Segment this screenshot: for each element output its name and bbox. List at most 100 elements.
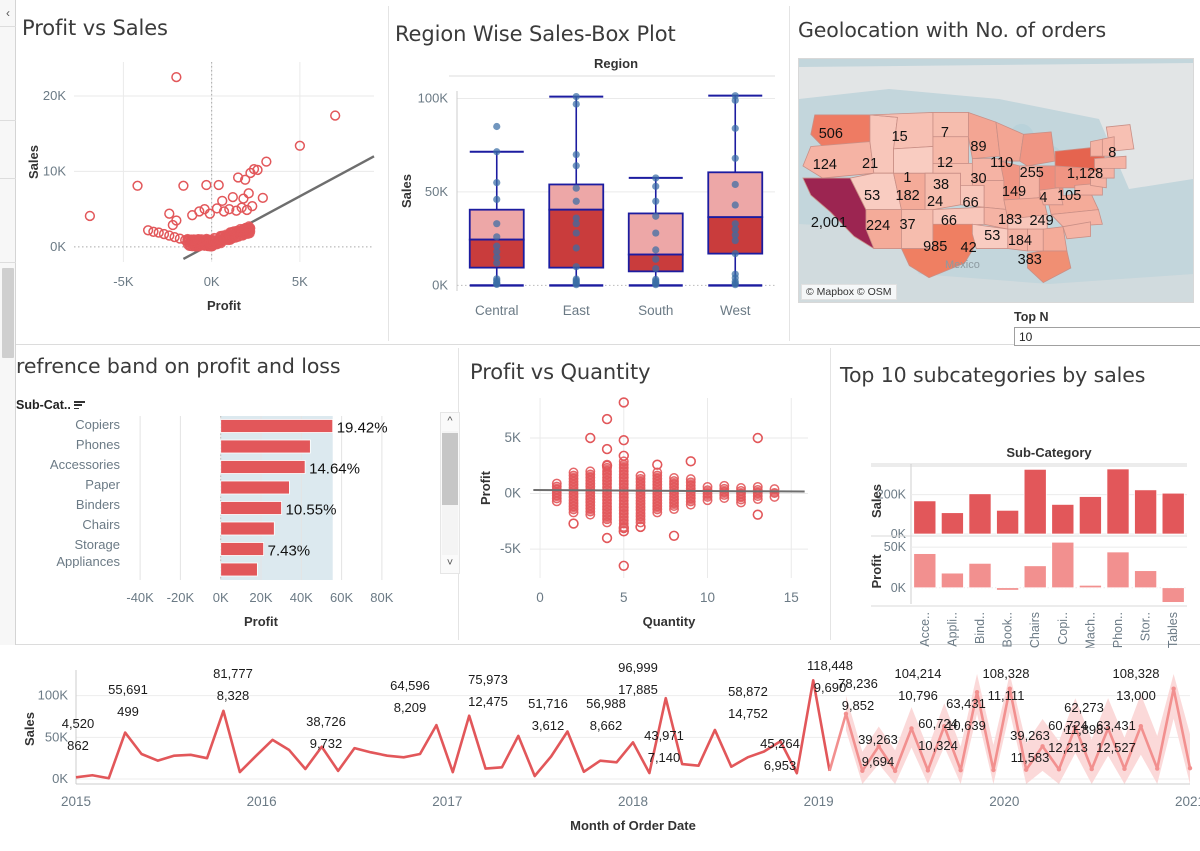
svg-text:0K: 0K [891, 527, 907, 541]
svg-text:104,214: 104,214 [895, 666, 942, 681]
bar [1024, 469, 1046, 534]
profit-vs-sales-plot[interactable]: -5K 0K 5K 0K 10K 20K Profit Sales [22, 40, 382, 320]
svg-text:45,264: 45,264 [760, 736, 800, 751]
svg-text:-40K: -40K [126, 590, 154, 605]
svg-text:West: West [720, 303, 751, 318]
svg-text:10K: 10K [43, 163, 66, 178]
svg-text:2018: 2018 [618, 794, 648, 809]
bar [997, 588, 1019, 590]
map-country-label: Mexico [945, 259, 980, 271]
map-shapes [799, 59, 1193, 302]
bar [914, 501, 936, 534]
worksheet-top10-subcategories: Top 10 subcategories by sales Sub-Catego… [840, 362, 1198, 642]
svg-text:100K: 100K [38, 688, 69, 703]
filter-top-n[interactable]: Top N [1014, 310, 1200, 346]
rail-divider-1 [0, 26, 16, 27]
svg-text:Book..: Book.. [1001, 612, 1015, 647]
svg-text:12,475: 12,475 [468, 694, 508, 709]
map-state-value: 183 [998, 212, 1022, 228]
map-state-value: 149 [1002, 184, 1026, 200]
svg-text:63,431: 63,431 [1096, 718, 1136, 733]
svg-text:Central: Central [475, 303, 519, 318]
sort-descending-icon[interactable] [74, 400, 85, 410]
svg-text:81,777: 81,777 [213, 666, 253, 681]
map-state-value: 53 [864, 188, 880, 204]
bar [1135, 571, 1157, 588]
svg-text:64,596: 64,596 [390, 678, 430, 693]
svg-text:0K: 0K [213, 590, 229, 605]
top10-plot[interactable]: Sub-Category0K200KSales0K50KProfitAcce..… [835, 444, 1197, 640]
svg-text:7,140: 7,140 [648, 750, 681, 765]
svg-text:58,872: 58,872 [728, 684, 768, 699]
reference-band-plot[interactable]: 19.42% 14.64% 10.55% 7.43% -40K -20K 0K 20K 40K 6… [116, 414, 434, 634]
svg-text:100K: 100K [418, 90, 449, 105]
svg-text:50K: 50K [45, 729, 68, 744]
svg-text:0K: 0K [891, 581, 907, 595]
svg-text:Stor..: Stor.. [1139, 612, 1153, 641]
svg-text:5K: 5K [504, 430, 521, 445]
sub-category-label[interactable]: Appliances [16, 555, 124, 568]
bar [1052, 504, 1074, 534]
bar [1162, 588, 1184, 603]
map-state-value: 4 [1039, 190, 1047, 206]
bar [1162, 493, 1184, 534]
bar [221, 420, 333, 433]
svg-text:60K: 60K [330, 590, 353, 605]
chevron-left-icon[interactable]: ‹ [2, 6, 14, 20]
sub-category-label[interactable]: Phones [16, 435, 124, 455]
svg-text:2017: 2017 [432, 794, 462, 809]
svg-text:62,273: 62,273 [1064, 700, 1104, 715]
map-state-value: 66 [941, 213, 957, 229]
worksheet-profit-vs-quantity: Profit vs Quantity 0 5 10 15 -5K 0K 5K Quantity… [470, 360, 820, 640]
svg-text:108,328: 108,328 [1113, 666, 1160, 681]
map-state-value: 1 [903, 170, 911, 186]
svg-text:51,716: 51,716 [528, 696, 568, 711]
svg-text:12,527: 12,527 [1096, 740, 1136, 755]
sales-timeline-plot[interactable]: 0K 50K 100K 2015 2016 2017 2018 2019 2020 2021 Mon… [18, 648, 1198, 846]
svg-text:40K: 40K [290, 590, 313, 605]
reference-band-scrollbar[interactable]: ^ ˅ [440, 412, 460, 574]
profit-vs-quantity-plot[interactable]: 0 5 10 15 -5K 0K 5K Quantity Profit [470, 384, 820, 629]
map-attribution: © Mapbox © OSM [801, 284, 897, 300]
svg-text:55,691: 55,691 [108, 682, 148, 697]
box-plot-canvas[interactable]: Region 0K 50K 100K Central East South West Sales [395, 46, 785, 331]
svg-text:Sales: Sales [869, 484, 884, 518]
scroll-down-arrow-icon[interactable]: ˅ [441, 555, 459, 573]
svg-text:2016: 2016 [247, 794, 277, 809]
sub-category-label[interactable]: Copiers [16, 415, 124, 435]
svg-text:50K: 50K [425, 184, 448, 199]
svg-text:118,448: 118,448 [807, 658, 853, 673]
panel-divider-v2 [789, 6, 790, 341]
map-state-value: 53 [984, 228, 1000, 244]
collapsed-left-panel[interactable]: ‹ [0, 0, 16, 645]
sub-category-label[interactable]: Accessories [16, 455, 124, 475]
scrollbar-track[interactable] [442, 431, 458, 555]
top-n-input[interactable] [1014, 327, 1200, 346]
scroll-up-arrow-icon[interactable]: ^ [441, 413, 459, 431]
svg-text:9,732: 9,732 [310, 736, 343, 751]
map-state-value: 184 [1008, 233, 1032, 249]
map-state-value: 2,001 [811, 215, 847, 231]
svg-text:8,209: 8,209 [394, 700, 427, 715]
scrollbar-thumb[interactable] [442, 433, 458, 505]
svg-text:Mach..: Mach.. [1083, 612, 1097, 650]
rail-divider-2 [0, 120, 16, 121]
svg-text:75,973: 75,973 [468, 672, 508, 687]
sub-category-label[interactable]: Binders [16, 495, 124, 515]
sub-category-row-labels[interactable]: Copiers Phones Accessories Paper Binders Chai… [16, 415, 124, 568]
svg-text:Acce..: Acce.. [918, 612, 932, 647]
choropleth-map[interactable]: 506 124 21 15 1 7 12 38 89 30 110 255 1,128 8 53 182 24 6… [798, 58, 1194, 303]
bar [221, 543, 264, 556]
bar [221, 461, 305, 474]
map-state-value: 42 [961, 240, 977, 256]
bar [221, 481, 290, 494]
map-state-value: 1,128 [1067, 166, 1103, 182]
sub-category-label[interactable]: Chairs [16, 515, 124, 535]
svg-text:43,971: 43,971 [644, 728, 684, 743]
rail-scrollbar-thumb[interactable] [2, 268, 14, 358]
worksheet-reference-band: refrence band on profit and loss Sub-Cat… [16, 354, 456, 639]
sub-category-label[interactable]: Paper [16, 475, 124, 495]
sub-category-legend-header[interactable]: Sub-Cat.. [16, 398, 124, 412]
svg-text:10,639: 10,639 [946, 718, 986, 733]
sub-category-label[interactable]: Storage [16, 535, 124, 555]
